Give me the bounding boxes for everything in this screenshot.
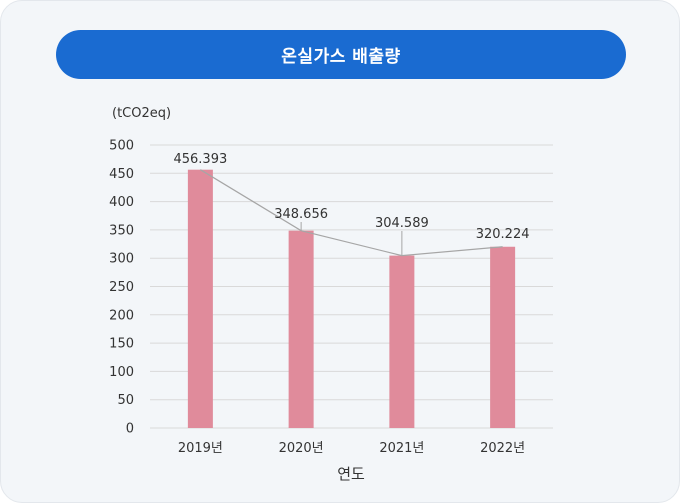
data-label: 348.656 <box>274 207 328 222</box>
y-tick-label: 450 <box>109 167 134 182</box>
data-label: 304.589 <box>375 216 429 231</box>
y-tick-label: 100 <box>109 365 134 380</box>
y-tick-label: 350 <box>109 223 134 238</box>
trend-line <box>200 169 503 257</box>
y-tick-label: 300 <box>109 252 134 267</box>
y-tick-label: 400 <box>109 195 134 210</box>
bar-2020년 <box>288 230 314 428</box>
gridlines <box>150 144 553 429</box>
bar-2022년 <box>490 246 516 428</box>
y-axis-unit-label: (tCO2eq) <box>112 106 171 121</box>
chart-title: 온실가스 배출량 <box>56 30 626 79</box>
x-tick-label: 2022년 <box>480 441 525 456</box>
x-tick-label: 2021년 <box>379 441 424 456</box>
data-label: 456.393 <box>173 152 227 167</box>
y-tick-label: 500 <box>109 139 134 154</box>
bar-2019년 <box>187 169 213 428</box>
y-tick-label: 200 <box>109 308 134 323</box>
trend-polyline <box>200 169 503 257</box>
y-tick-label: 250 <box>109 280 134 295</box>
x-axis-ticks: 2019년 2020년 2021년 2022년 <box>178 441 525 456</box>
bars <box>187 169 516 428</box>
y-tick-label: 50 <box>117 393 134 408</box>
x-tick-label: 2019년 <box>178 441 223 456</box>
y-tick-label: 150 <box>109 337 134 352</box>
x-axis-title: 연도 <box>337 465 365 483</box>
bar-2021년 <box>389 255 415 428</box>
y-axis-ticks: 0 50 100 150 200 250 300 350 400 450 500 <box>109 139 134 437</box>
value-labels: 456.393 348.656 304.589 320.224 <box>173 152 530 256</box>
data-label: 320.224 <box>476 227 530 242</box>
y-tick-label: 0 <box>126 422 134 437</box>
x-tick-label: 2020년 <box>279 441 324 456</box>
